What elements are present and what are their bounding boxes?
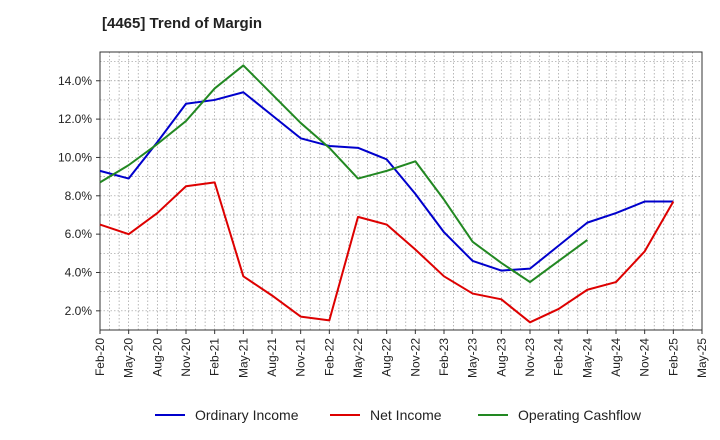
y-tick-label: 4.0%	[65, 265, 93, 279]
x-tick-label: May-23	[466, 338, 480, 378]
x-tick-label: Nov-22	[408, 338, 422, 377]
x-tick-label: May-22	[351, 338, 365, 378]
legend-label: Ordinary Income	[195, 407, 299, 423]
x-tick-label: May-25	[695, 338, 709, 378]
x-tick-label: Aug-22	[380, 338, 394, 377]
x-tick-label: Nov-24	[638, 338, 652, 377]
x-tick-label: May-20	[122, 338, 136, 378]
x-tick-label: Aug-24	[609, 338, 623, 377]
x-tick-label: Nov-23	[523, 338, 537, 377]
y-tick-label: 12.0%	[58, 112, 92, 126]
y-tick-label: 6.0%	[65, 227, 93, 241]
y-tick-label: 8.0%	[65, 189, 93, 203]
x-tick-label: Feb-21	[208, 338, 222, 376]
plot-area-frame	[99, 51, 703, 331]
x-tick-label: Aug-23	[494, 338, 508, 377]
legend-label: Operating Cashflow	[518, 407, 642, 423]
legend-label: Net Income	[370, 407, 442, 423]
x-tick-label: Feb-22	[322, 338, 336, 376]
x-tick-label: Nov-21	[294, 338, 308, 377]
y-tick-label: 2.0%	[65, 304, 93, 318]
series-line-operating-cashflow	[99, 64, 588, 284]
x-tick-label: Nov-20	[179, 338, 193, 377]
series-line-ordinary-income	[99, 91, 674, 272]
x-tick-label: May-21	[236, 338, 250, 378]
x-tick-label: Feb-23	[437, 338, 451, 376]
series-line-net-income	[99, 181, 675, 324]
x-tick-label: Feb-20	[93, 338, 107, 376]
chart-title: [4465] Trend of Margin	[102, 15, 263, 32]
x-tick-label: Feb-24	[552, 338, 566, 376]
x-tick-label: Aug-20	[150, 338, 164, 377]
y-tick-label: 10.0%	[58, 150, 92, 164]
y-tick-label: 14.0%	[58, 74, 92, 88]
x-tick-label: Feb-25	[666, 338, 680, 376]
x-tick-label: Aug-21	[265, 338, 279, 377]
x-tick-label: May-24	[580, 338, 594, 378]
